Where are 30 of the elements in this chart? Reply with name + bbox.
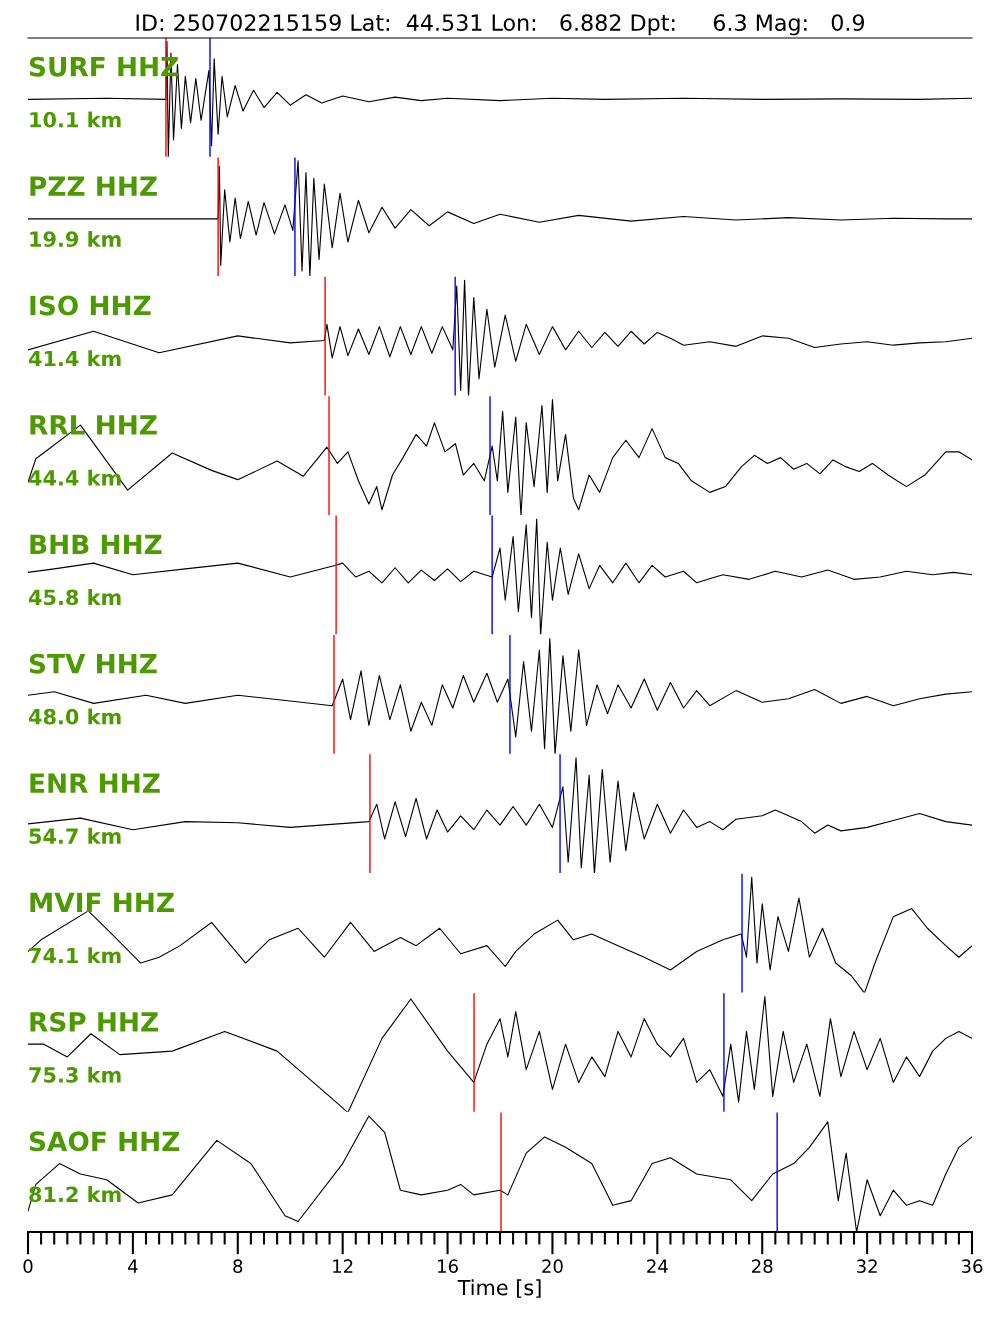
- x-tick-label: 16: [438, 1259, 458, 1274]
- annotation: SAOF HHZ: [29, 1131, 180, 1152]
- x-tick-label: 24: [647, 1259, 668, 1273]
- annotation: 74.1 km: [29, 947, 121, 964]
- x-tick-label: 32: [857, 1259, 877, 1274]
- annotation: STV HHZ: [29, 653, 157, 674]
- annotation: 41.4 km: [28, 350, 121, 367]
- annotation: 10.1 km: [30, 111, 121, 128]
- x-tick-label: 36: [961, 1259, 983, 1274]
- x-tick-label: 28: [752, 1259, 773, 1274]
- annotation: MVIF HHZ: [30, 892, 174, 913]
- x-tick-label: 8: [233, 1259, 243, 1274]
- annotation: 19.9 km: [30, 230, 121, 248]
- chart-title: ID: 250702215159 Lat: 44.531 Lon: 6.882 Dpt: 6.3 Mag: 0.9: [136, 14, 865, 36]
- x-tick-label: 4: [128, 1259, 138, 1273]
- x-tick-label: 0: [23, 1259, 33, 1274]
- annotation: 54.7 km: [29, 827, 121, 844]
- x-tick-label: 20: [542, 1259, 563, 1274]
- annotation: BHB HHZ: [30, 534, 162, 554]
- annotation: RSP HHZ: [30, 1011, 158, 1032]
- x-tick-label: 12: [333, 1259, 353, 1273]
- annotation: 48.0 km: [28, 708, 121, 725]
- annotation: ISO HHZ: [30, 295, 151, 316]
- annotation: ENR HHZ: [30, 773, 160, 793]
- annotation: 75.3 km: [29, 1066, 121, 1083]
- annotation: 44.4 km: [28, 469, 121, 486]
- annotation: 45.8 km: [28, 589, 121, 606]
- annotation: PZZ HHZ: [30, 176, 157, 196]
- x-axis-title: Time [s]: [457, 1279, 541, 1298]
- annotation: RRL HHZ: [30, 415, 157, 435]
